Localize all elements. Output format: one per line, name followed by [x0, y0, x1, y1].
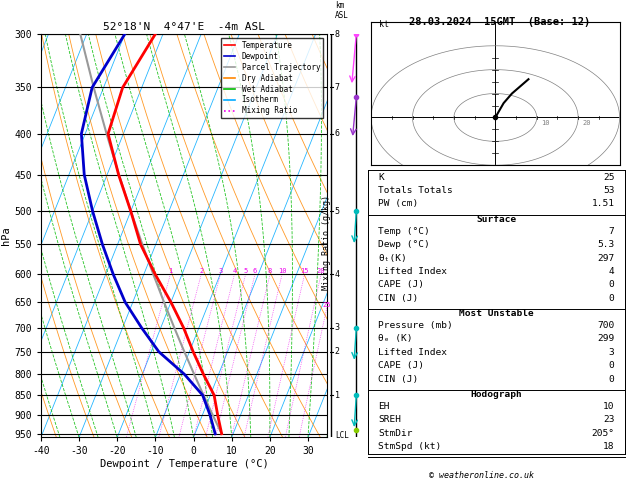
Text: 0: 0: [609, 294, 615, 303]
Text: CIN (J): CIN (J): [378, 375, 418, 383]
Text: 1.51: 1.51: [591, 199, 615, 208]
Text: 205°: 205°: [591, 429, 615, 438]
Text: 6: 6: [253, 268, 257, 275]
Text: © weatheronline.co.uk: © weatheronline.co.uk: [429, 471, 533, 480]
Text: EH: EH: [378, 402, 390, 411]
X-axis label: Dewpoint / Temperature (°C): Dewpoint / Temperature (°C): [99, 459, 269, 469]
Text: θₑ (K): θₑ (K): [378, 334, 413, 344]
Text: StmSpd (kt): StmSpd (kt): [378, 442, 442, 451]
Text: 10: 10: [541, 120, 549, 125]
Y-axis label: hPa: hPa: [1, 226, 11, 245]
Text: 15: 15: [300, 268, 309, 275]
Text: 6: 6: [335, 129, 340, 139]
Text: LCL: LCL: [335, 431, 348, 440]
Text: Surface: Surface: [476, 215, 516, 224]
Text: 4: 4: [335, 270, 340, 279]
Text: 25: 25: [603, 173, 615, 182]
Text: 700: 700: [597, 321, 615, 330]
Text: CAPE (J): CAPE (J): [378, 280, 424, 289]
Text: kt: kt: [379, 19, 389, 29]
Text: Pressure (mb): Pressure (mb): [378, 321, 453, 330]
Text: 3: 3: [335, 323, 340, 332]
Text: 5: 5: [243, 268, 248, 275]
Text: 0: 0: [609, 361, 615, 370]
Text: 7: 7: [609, 227, 615, 236]
Text: 299: 299: [597, 334, 615, 344]
Text: K: K: [378, 173, 384, 182]
Text: 5.3: 5.3: [597, 240, 615, 249]
Text: 0: 0: [609, 280, 615, 289]
Text: 25: 25: [323, 302, 331, 309]
Text: CAPE (J): CAPE (J): [378, 361, 424, 370]
Text: Hodograph: Hodograph: [470, 390, 522, 399]
Text: 8: 8: [268, 268, 272, 275]
Text: 20: 20: [582, 120, 591, 125]
Text: Totals Totals: Totals Totals: [378, 186, 453, 195]
Title: 52°18'N  4°47'E  -4m ASL: 52°18'N 4°47'E -4m ASL: [103, 22, 265, 32]
Text: 7: 7: [335, 83, 340, 92]
Text: km
ASL: km ASL: [335, 1, 348, 20]
Text: 53: 53: [603, 186, 615, 195]
Text: 0: 0: [609, 375, 615, 383]
Legend: Temperature, Dewpoint, Parcel Trajectory, Dry Adiabat, Wet Adiabat, Isotherm, Mi: Temperature, Dewpoint, Parcel Trajectory…: [221, 38, 323, 119]
Text: CIN (J): CIN (J): [378, 294, 418, 303]
Text: Lifted Index: Lifted Index: [378, 267, 447, 276]
Text: Lifted Index: Lifted Index: [378, 348, 447, 357]
Text: 5: 5: [335, 207, 340, 216]
Text: 1: 1: [335, 391, 340, 399]
Text: θₜ(K): θₜ(K): [378, 254, 407, 262]
Text: 3: 3: [609, 348, 615, 357]
Text: 2: 2: [199, 268, 203, 275]
Text: 10: 10: [278, 268, 286, 275]
Text: 18: 18: [603, 442, 615, 451]
Text: Temp (°C): Temp (°C): [378, 227, 430, 236]
Text: Mixing Ratio (g/kg): Mixing Ratio (g/kg): [322, 195, 331, 291]
Text: 28.03.2024  15GMT  (Base: 12): 28.03.2024 15GMT (Base: 12): [409, 17, 591, 27]
Text: 3: 3: [218, 268, 223, 275]
Text: 4: 4: [232, 268, 237, 275]
Text: 1: 1: [168, 268, 172, 275]
Text: SREH: SREH: [378, 416, 401, 424]
Text: Most Unstable: Most Unstable: [459, 309, 533, 318]
Text: PW (cm): PW (cm): [378, 199, 418, 208]
Text: 10: 10: [603, 402, 615, 411]
Text: 23: 23: [603, 416, 615, 424]
Text: Dewp (°C): Dewp (°C): [378, 240, 430, 249]
Text: 8: 8: [335, 30, 340, 38]
Text: 2: 2: [335, 347, 340, 356]
Text: 4: 4: [609, 267, 615, 276]
Text: StmDir: StmDir: [378, 429, 413, 438]
Text: 297: 297: [597, 254, 615, 262]
Text: 20: 20: [317, 268, 325, 275]
